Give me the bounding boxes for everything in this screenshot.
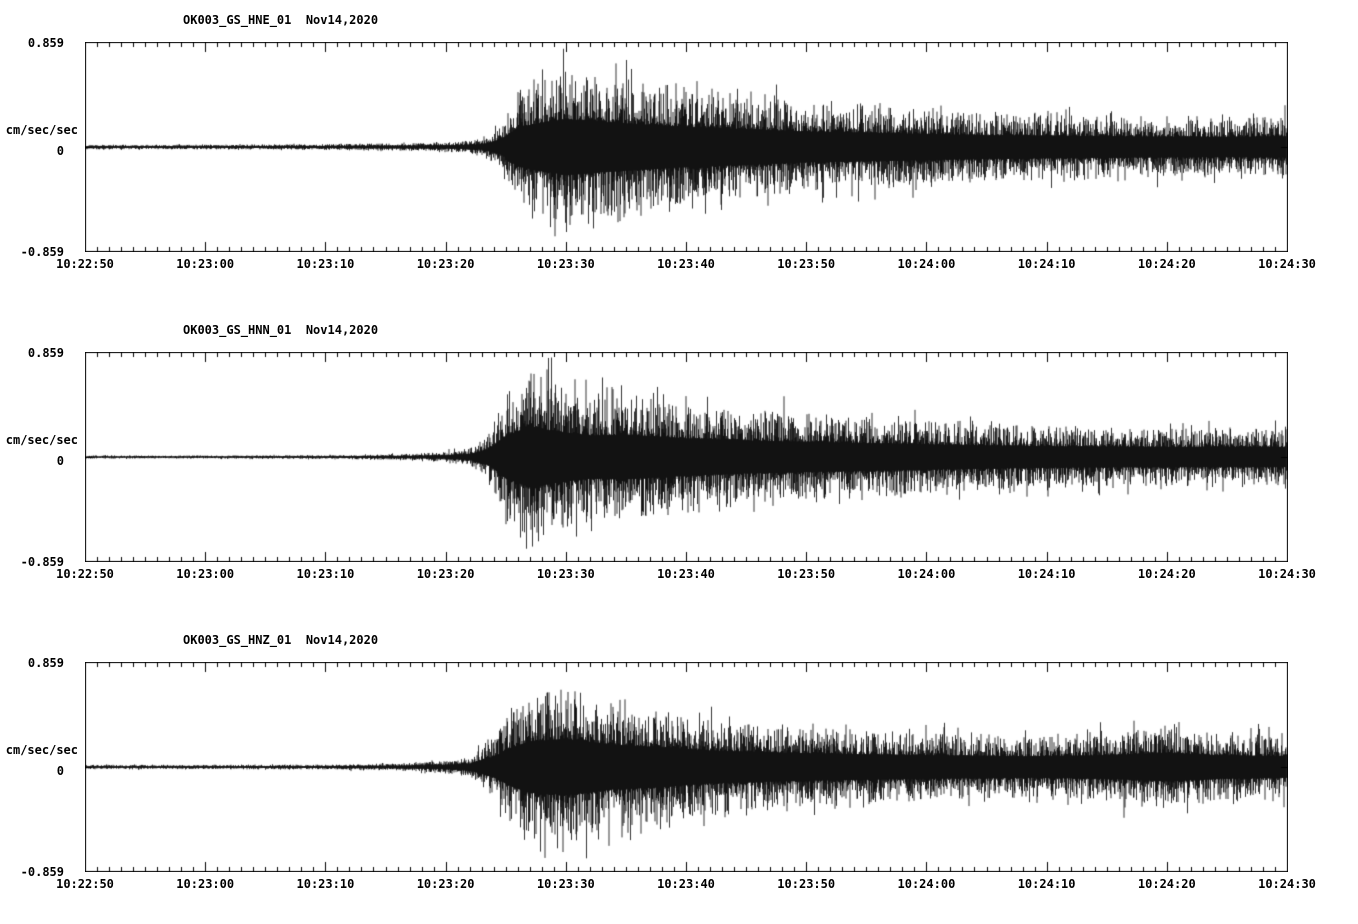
waveform-canvas — [85, 662, 1288, 872]
y-tick-label-zero: 0 — [56, 764, 64, 778]
x-tick-label: 10:24:00 — [897, 257, 956, 271]
seismogram-panel-hne: OK003_GS_HNE_01 Nov14,2020 0.859 cm/sec/… — [0, 0, 1358, 300]
x-tick-label: 10:24:00 — [897, 567, 956, 581]
x-axis-labels: 10:22:50 10:23:00 10:23:10 10:23:20 10:23:30… — [56, 257, 1316, 273]
x-tick-label: 10:23:00 — [176, 567, 235, 581]
panel-title: OK003_GS_HNZ_01 Nov14,2020 — [183, 633, 379, 647]
x-tick-label: 10:24:10 — [1017, 877, 1076, 891]
x-tick-label: 10:23:20 — [416, 257, 475, 271]
x-tick-label: 10:23:30 — [536, 257, 595, 271]
x-tick-label: 10:24:30 — [1258, 567, 1316, 581]
x-tick-label: 10:24:30 — [1258, 877, 1316, 891]
x-tick-label: 10:24:30 — [1258, 257, 1316, 271]
y-axis-units-label: cm/sec/sec — [5, 433, 78, 447]
x-tick-label: 10:23:40 — [657, 567, 715, 581]
waveform-canvas — [85, 352, 1288, 562]
x-tick-label: 10:23:00 — [176, 877, 235, 891]
x-tick-label: 10:23:30 — [536, 877, 595, 891]
x-tick-label: 10:23:10 — [296, 567, 355, 581]
x-axis-labels: 10:22:50 10:23:00 10:23:10 10:23:20 10:23:30… — [56, 567, 1316, 583]
x-tick-label: 10:24:20 — [1137, 877, 1196, 891]
y-axis-units-label: cm/sec/sec — [5, 123, 78, 137]
x-tick-label: 10:22:50 — [56, 877, 114, 891]
y-tick-label-zero: 0 — [56, 144, 64, 158]
x-tick-label: 10:24:10 — [1017, 567, 1076, 581]
y-tick-label-zero: 0 — [56, 454, 64, 468]
x-tick-label: 10:23:40 — [657, 877, 715, 891]
x-tick-label: 10:24:20 — [1137, 567, 1196, 581]
x-tick-label: 10:24:00 — [897, 877, 956, 891]
x-tick-label: 10:23:50 — [777, 877, 836, 891]
x-tick-label: 10:23:40 — [657, 257, 715, 271]
y-tick-label-max: 0.859 — [27, 656, 64, 670]
x-axis-labels: 10:22:50 10:23:00 10:23:10 10:23:20 10:23:30… — [56, 877, 1316, 893]
x-tick-label: 10:23:20 — [416, 567, 475, 581]
x-tick-label: 10:23:50 — [777, 567, 836, 581]
x-tick-label: 10:23:10 — [296, 877, 355, 891]
x-tick-label: 10:22:50 — [56, 257, 114, 271]
plot-area — [85, 42, 1288, 252]
y-axis-units-label: cm/sec/sec — [5, 743, 78, 757]
seismogram-panel-hnz: OK003_GS_HNZ_01 Nov14,2020 0.859 cm/sec/… — [0, 620, 1358, 920]
x-tick-label: 10:23:30 — [536, 567, 595, 581]
x-tick-label: 10:22:50 — [56, 567, 114, 581]
y-tick-label-min: -0.859 — [20, 245, 64, 259]
x-tick-label: 10:24:10 — [1017, 257, 1076, 271]
y-tick-label-max: 0.859 — [27, 346, 64, 360]
waveform-canvas — [85, 42, 1288, 252]
x-tick-label: 10:23:50 — [777, 257, 836, 271]
y-tick-label-max: 0.859 — [27, 36, 64, 50]
plot-area — [85, 662, 1288, 872]
x-tick-label: 10:24:20 — [1137, 257, 1196, 271]
seismogram-panel-hnn: OK003_GS_HNN_01 Nov14,2020 0.859 cm/sec/… — [0, 310, 1358, 610]
plot-area — [85, 352, 1288, 562]
y-tick-label-min: -0.859 — [20, 555, 64, 569]
x-tick-label: 10:23:00 — [176, 257, 235, 271]
x-tick-label: 10:23:20 — [416, 877, 475, 891]
panel-title: OK003_GS_HNN_01 Nov14,2020 — [183, 323, 379, 337]
panel-title: OK003_GS_HNE_01 Nov14,2020 — [183, 13, 379, 27]
y-tick-label-min: -0.859 — [20, 865, 64, 879]
x-tick-label: 10:23:10 — [296, 257, 355, 271]
